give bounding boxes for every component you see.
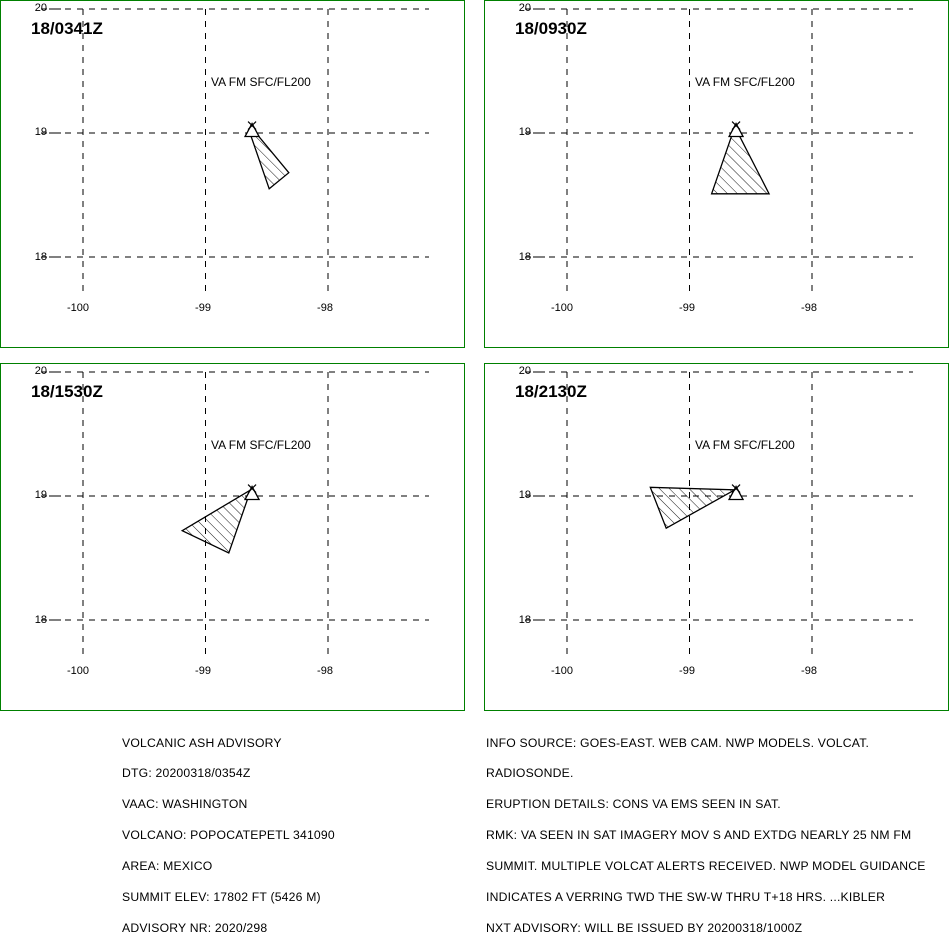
map-panel-3: 18/1530Z VA FM SFC/FL200 20 19 18 -100 -…	[0, 363, 465, 711]
map-svg-3	[41, 371, 429, 660]
eruption-mark	[247, 484, 257, 493]
lat-label-20: 20	[34, 2, 47, 14]
advisory-line: RMK: VA SEEN IN SAT IMAGERY MOV S AND EX…	[486, 828, 912, 843]
map-svg-4	[525, 371, 913, 660]
advisory-line: RADIOSONDE.	[486, 766, 574, 781]
advisory-line: VOLCANO: POPOCATEPETL 341090	[122, 828, 335, 843]
ash-cloud-polygon	[180, 488, 253, 554]
advisory-line: SUMMIT ELEV: 17802 FT (5426 M)	[122, 890, 321, 905]
advisory-line: VAAC: WASHINGTON	[122, 797, 248, 812]
lon-label-100: -100	[550, 665, 574, 677]
lon-label-98: -98	[801, 665, 817, 677]
lon-label-98: -98	[317, 665, 333, 677]
advisory-line: SUMMIT. MULTIPLE VOLCAT ALERTS RECEIVED.…	[486, 859, 926, 874]
panel-time: 18/2130Z	[515, 382, 587, 401]
lon-label-99: -99	[195, 302, 211, 314]
lon-label-99: -99	[679, 665, 695, 677]
volcano-triangle-icon	[727, 485, 745, 501]
va-label: VA FM SFC/FL200	[211, 438, 311, 452]
map-panel-4: 18/2130Z VA FM SFC/FL200 20 19 18 -100 -…	[484, 363, 949, 711]
lat-label-19: 19	[34, 489, 47, 501]
lat-label-19: 19	[34, 126, 47, 138]
lat-label-19: 19	[518, 126, 531, 138]
advisory-line: NXT ADVISORY: WILL BE ISSUED BY 20200318…	[486, 920, 803, 935]
volcano-triangle-icon	[727, 122, 745, 138]
advisory-line: VOLCANIC ASH ADVISORY	[122, 735, 282, 750]
eruption-mark	[247, 121, 257, 130]
lat-label-20: 20	[34, 365, 47, 377]
advisory-header-block: VOLCANIC ASH ADVISORY DTG: 20200318/0354…	[122, 717, 335, 944]
volcano-triangle-icon	[243, 485, 261, 501]
lon-label-98: -98	[801, 302, 817, 314]
volcano-triangle-icon	[243, 122, 261, 138]
lon-label-100: -100	[66, 665, 90, 677]
advisory-line: AREA: MEXICO	[122, 859, 213, 874]
lat-label-20: 20	[518, 365, 531, 377]
ash-cloud-polygon	[649, 486, 738, 530]
eruption-mark	[731, 484, 741, 493]
ash-cloud-polygon	[710, 125, 771, 195]
lon-label-99: -99	[679, 302, 695, 314]
va-label: VA FM SFC/FL200	[695, 75, 795, 89]
lat-label-18: 18	[34, 251, 47, 263]
lat-label-18: 18	[34, 614, 47, 626]
lon-label-100: -100	[550, 302, 574, 314]
advisory-remarks-block: INFO SOURCE: GOES-EAST. WEB CAM. NWP MOD…	[486, 717, 926, 944]
lat-label-18: 18	[518, 251, 531, 263]
lon-label-98: -98	[317, 302, 333, 314]
panel-time: 18/1530Z	[31, 382, 103, 401]
va-label: VA FM SFC/FL200	[695, 438, 795, 452]
map-svg-2	[525, 8, 913, 297]
lat-label-18: 18	[518, 614, 531, 626]
advisory-line: ADVISORY NR: 2020/298	[122, 920, 268, 935]
advisory-line: INFO SOURCE: GOES-EAST. WEB CAM. NWP MOD…	[486, 735, 870, 750]
lat-label-19: 19	[518, 489, 531, 501]
map-panel-1: 18/0341Z VA FM SFC/FL200 20 19 18 -100 -…	[0, 0, 465, 348]
lon-label-100: -100	[66, 302, 90, 314]
map-panel-2: 18/0930Z VA FM SFC/FL200 20 19 18 -100 -…	[484, 0, 949, 348]
panel-time: 18/0341Z	[31, 19, 103, 38]
map-svg-1	[41, 8, 429, 297]
lat-label-20: 20	[518, 2, 531, 14]
panel-time: 18/0930Z	[515, 19, 587, 38]
advisory-line: ERUPTION DETAILS: CONS VA EMS SEEN IN SA…	[486, 797, 781, 812]
va-label: VA FM SFC/FL200	[211, 75, 311, 89]
advisory-line: INDICATES A VERRING TWD THE SW-W THRU T+…	[486, 890, 886, 905]
advisory-line: DTG: 20200318/0354Z	[122, 766, 251, 781]
eruption-mark	[731, 121, 741, 130]
lon-label-99: -99	[195, 665, 211, 677]
